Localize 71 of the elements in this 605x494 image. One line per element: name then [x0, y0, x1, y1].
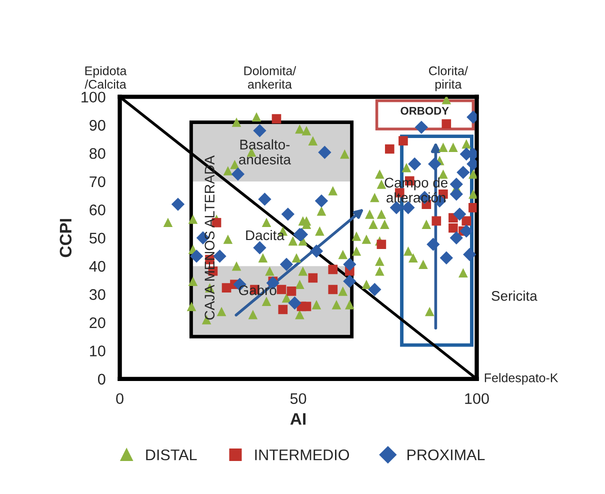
- point: [453, 208, 466, 221]
- y-tick-label: 100: [82, 92, 106, 103]
- y-tick-label: 30: [89, 289, 106, 300]
- point: [343, 274, 356, 288]
- point: [318, 146, 332, 159]
- point: [450, 188, 463, 201]
- point: [328, 284, 338, 294]
- point: [190, 250, 204, 263]
- point: [328, 264, 338, 274]
- y-tick-label: 20: [90, 317, 106, 328]
- y-tick-label: 90: [90, 120, 106, 131]
- point: [448, 223, 458, 233]
- point: [171, 198, 185, 211]
- point: [288, 296, 302, 310]
- y-tick-label: 0: [98, 374, 106, 385]
- point: [222, 283, 232, 292]
- point: [314, 194, 328, 208]
- point: [426, 238, 440, 251]
- point: [432, 216, 442, 226]
- point: [460, 224, 473, 238]
- annotation: Dacita: [246, 230, 284, 240]
- text: Sericita: [492, 290, 538, 301]
- point: [376, 240, 386, 250]
- x-tick-label: 0: [116, 393, 124, 404]
- point: [384, 144, 394, 154]
- point: [368, 282, 382, 296]
- point: [450, 178, 463, 191]
- y-tick-label: 60: [90, 204, 106, 216]
- point: [258, 192, 272, 206]
- y-tick-label: 40: [89, 260, 106, 272]
- annotation: Basalto- andesita: [239, 139, 291, 164]
- text: Feldespato-K: [484, 373, 558, 385]
- legend-label: PROXIMAL: [408, 449, 485, 460]
- point: [468, 203, 477, 212]
- point: [462, 216, 472, 226]
- x-axis-title: AI: [290, 413, 306, 425]
- x-tick-label: 50: [290, 393, 306, 404]
- point: [414, 120, 428, 134]
- point: [253, 124, 266, 138]
- annotation: ORBODY: [400, 106, 449, 115]
- point: [280, 258, 294, 271]
- y-tick-label: 10: [90, 346, 106, 356]
- point: [442, 119, 452, 129]
- point: [302, 302, 312, 312]
- point: [276, 284, 286, 294]
- y-tick-label: 70: [90, 176, 106, 188]
- point: [428, 157, 442, 171]
- point: [456, 166, 470, 180]
- text: Epidota /Calcita: [84, 66, 127, 89]
- point: [398, 136, 408, 146]
- point: [440, 251, 453, 264]
- text: Dolomita/ ankerita: [244, 66, 296, 89]
- point: [253, 241, 266, 254]
- point: [281, 208, 294, 221]
- point: [450, 231, 463, 244]
- point: [272, 114, 282, 124]
- y-tick-label: 80: [90, 148, 106, 159]
- y-tick-label: 50: [90, 232, 106, 244]
- legend-label: DISTAL: [146, 449, 197, 460]
- legend-label: INTERMEDIO: [255, 449, 349, 460]
- point: [286, 286, 296, 296]
- point: [463, 248, 476, 262]
- point: [408, 157, 422, 171]
- y-axis-title: CCPI: [60, 219, 72, 258]
- point: [310, 244, 324, 258]
- point: [231, 168, 245, 181]
- x-tick-label: 100: [465, 393, 489, 404]
- point: [343, 258, 356, 271]
- point: [278, 304, 288, 314]
- text: Clorita/ pirita: [429, 66, 468, 92]
- point: [308, 273, 318, 283]
